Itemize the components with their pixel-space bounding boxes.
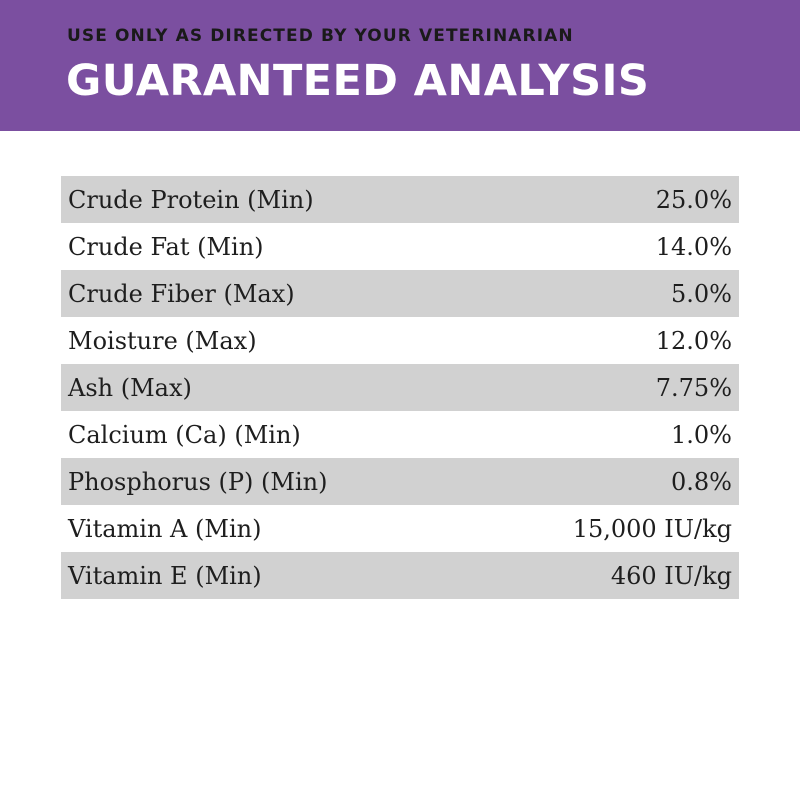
table-row: Crude Fiber (Max) 5.0% xyxy=(61,270,739,317)
table-row: Moisture (Max) 12.0% xyxy=(61,317,739,364)
nutrient-label: Ash (Max) xyxy=(68,373,192,402)
table-row: Vitamin A (Min) 15,000 IU/kg xyxy=(61,505,739,552)
nutrient-label: Crude Protein (Min) xyxy=(68,185,314,214)
nutrient-label: Phosphorus (P) (Min) xyxy=(68,467,328,496)
nutrient-value: 14.0% xyxy=(655,232,732,261)
table-row: Calcium (Ca) (Min) 1.0% xyxy=(61,411,739,458)
table-row: Ash (Max) 7.75% xyxy=(61,364,739,411)
nutrient-label: Vitamin E (Min) xyxy=(68,561,262,590)
page-title: GUARANTEED ANALYSIS xyxy=(66,56,650,106)
nutrient-label: Crude Fat (Min) xyxy=(68,232,264,261)
nutrient-value: 7.75% xyxy=(655,373,732,402)
nutrient-value: 1.0% xyxy=(671,420,732,449)
analysis-table: Crude Protein (Min) 25.0% Crude Fat (Min… xyxy=(61,176,739,599)
nutrient-value: 25.0% xyxy=(655,185,732,214)
nutrient-label: Crude Fiber (Max) xyxy=(68,279,295,308)
usage-warning: USE ONLY AS DIRECTED BY YOUR VETERINARIA… xyxy=(67,26,574,46)
nutrient-label: Moisture (Max) xyxy=(68,326,257,355)
nutrient-value: 0.8% xyxy=(671,467,732,496)
table-row: Phosphorus (P) (Min) 0.8% xyxy=(61,458,739,505)
nutrient-value: 12.0% xyxy=(655,326,732,355)
nutrient-label: Calcium (Ca) (Min) xyxy=(68,420,301,449)
nutrient-value: 15,000 IU/kg xyxy=(572,514,732,543)
nutrient-value: 460 IU/kg xyxy=(610,561,732,590)
nutrient-value: 5.0% xyxy=(671,279,732,308)
table-row: Crude Protein (Min) 25.0% xyxy=(61,176,739,223)
nutrient-label: Vitamin A (Min) xyxy=(68,514,262,543)
table-row: Crude Fat (Min) 14.0% xyxy=(61,223,739,270)
header-banner: USE ONLY AS DIRECTED BY YOUR VETERINARIA… xyxy=(0,0,800,131)
table-row: Vitamin E (Min) 460 IU/kg xyxy=(61,552,739,599)
